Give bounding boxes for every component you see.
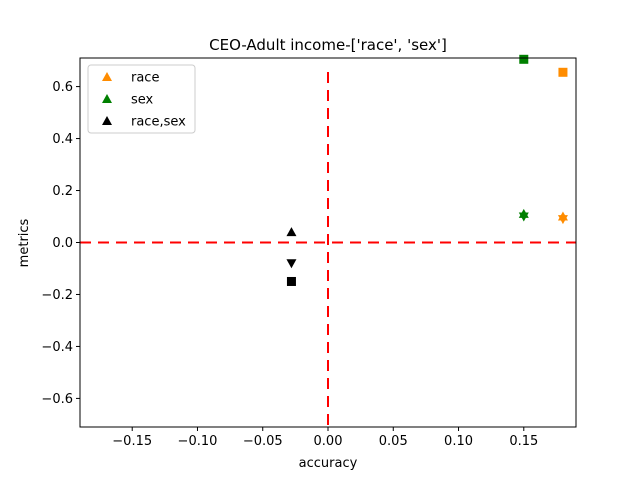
y-tick-label: −0.6	[41, 392, 73, 407]
x-tick-label: −0.05	[243, 434, 283, 449]
x-tick-label: 0.10	[444, 434, 473, 449]
legend-box	[87, 64, 196, 134]
data-point-race-sex-triangle-up	[286, 227, 297, 237]
x-tick-label: 0.05	[379, 434, 408, 449]
reference-lines	[80, 72, 576, 427]
legend-marker-icon	[102, 94, 112, 103]
data-markers	[286, 54, 568, 286]
y-axis-label: metrics	[17, 218, 32, 267]
axes: −0.15 −0.10 −0.05 0.00 0.05 0.10 0.15 0.6 0.4 0.2…	[41, 57, 577, 449]
x-tick-label: 0.00	[314, 434, 343, 449]
y-tick-label: 0.6	[52, 80, 73, 95]
data-point-sex-triangle-down	[518, 212, 529, 222]
legend: race sex race,sex	[87, 64, 196, 134]
y-tick-label: −0.4	[41, 340, 73, 355]
legend-label: sex	[131, 93, 154, 108]
y-tick-label: −0.2	[41, 288, 73, 303]
x-axis-label: accuracy	[299, 456, 358, 471]
data-point-race-triangle-down	[557, 215, 568, 225]
chart-title: CEO-Adult income-['race', 'sex']	[209, 36, 447, 54]
legend-label: race,sex	[131, 115, 186, 130]
y-tick-label: 0.0	[52, 236, 73, 251]
data-point-race-square	[558, 67, 568, 77]
y-tick-label: 0.4	[52, 132, 73, 147]
data-point-sex-square	[519, 54, 529, 64]
legend-marker-icon	[102, 116, 112, 125]
x-tick-label: −0.10	[178, 434, 218, 449]
data-point-race-sex-square	[286, 276, 296, 286]
x-tick-label: −0.15	[112, 434, 152, 449]
legend-label: race	[131, 71, 159, 86]
legend-marker-icon	[102, 72, 112, 81]
y-tick-label: 0.2	[52, 184, 73, 199]
x-tick-label: 0.15	[509, 434, 538, 449]
data-point-race-sex-triangle-down	[286, 259, 297, 269]
